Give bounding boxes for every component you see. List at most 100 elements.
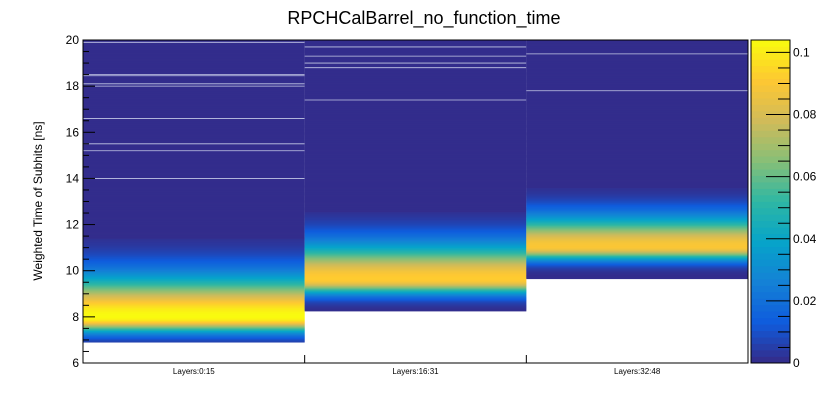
heatmap-cell [83,230,305,232]
heatmap-cell [304,294,527,297]
heatmap-cell [304,126,527,128]
heatmap-cell [83,46,305,49]
heatmap-cell [304,127,527,130]
heatmap-cell [526,152,748,155]
heatmap-cell [83,218,305,221]
heatmap-cell [83,133,305,135]
heatmap-cell [526,141,748,143]
heatmap-cell [83,232,305,235]
color-scale-band [751,168,790,176]
heatmap-cell [83,210,305,213]
heatmap-cell [83,279,305,282]
x-axis: Layers:0:15 Layers:16:31 Layers:32:48 [82,355,749,376]
heatmap-cell [83,118,305,120]
heatmap-cell [526,50,748,52]
heatmap-cell [304,107,527,110]
heatmap-cell [304,231,527,233]
heatmap-cell [304,211,527,214]
heatmap-cell [526,65,748,67]
heatmap-cell [304,220,527,223]
heatmap-cell [83,43,305,45]
heatmap-cell [83,141,305,143]
heatmap-cell [83,55,305,58]
heatmap-cell [83,193,305,195]
heatmap-cell [83,291,305,293]
heatmap-cell [526,77,748,80]
heatmap-cell [304,159,527,162]
heatmap-cell [83,293,305,296]
heatmap-cell [526,180,748,183]
heatmap-cell [526,61,748,64]
heatmap-cell [304,234,527,237]
heatmap-cell [304,242,527,245]
heatmap-cell [526,217,748,220]
heatmap-cell [83,165,305,168]
heatmap-cell [526,208,748,210]
heatmap-cell [304,43,527,45]
heatmap-cell [526,271,748,274]
color-scale-band [751,104,790,112]
heatmap-cell [526,219,748,222]
heatmap-cell [304,161,527,164]
heatmap-cell [304,110,527,112]
heatmap-cell [83,126,305,128]
heatmap-cell [304,120,527,123]
heatmap-cell [83,140,305,142]
heatmap-cell [526,99,748,102]
heatmap-cell [526,142,748,145]
heatmap-cell [304,226,527,229]
heatmap-cell [83,333,305,336]
color-scale-label: 0.04 [793,232,817,246]
y-tick-label: 6 [72,356,79,370]
heatmap-cell [83,50,305,52]
heatmap-cell [304,135,527,138]
heatmap-cell [83,197,305,200]
heatmap-cell [83,161,305,164]
heatmap-cell [83,310,305,313]
heatmap-cell [304,119,527,122]
heatmap-cell [304,80,527,82]
heatmap-cell [526,78,748,81]
heatmap-cell [526,275,748,277]
heatmap-cell [83,157,305,160]
heatmap-cell [526,120,748,123]
heatmap-cell [83,54,305,57]
heatmap-cell [304,75,527,78]
heatmap-cell [526,76,748,79]
heatmap-cell [83,152,305,155]
heatmap-cell [304,157,527,160]
heatmap-cell [526,150,748,153]
heatmap-cell [304,149,527,152]
heatmap-cell [304,276,527,278]
heatmap-cell [304,115,527,118]
heatmap-cell [83,216,305,218]
heatmap-cell [304,133,527,135]
heatmap-cell [304,104,527,107]
heatmap-cell [304,263,527,266]
heatmap-cell [83,100,305,103]
heatmap-cell [526,158,748,161]
heatmap-cell [83,63,305,66]
x-tick-label: Layers:0:15 [173,367,215,376]
color-scale-band [751,356,790,364]
heatmap-cell [304,265,527,268]
heatmap-cell [304,152,527,155]
color-scale-band [751,91,790,99]
heatmap-cell [526,272,748,275]
heatmap-cell [304,178,527,180]
heatmap-cell [83,238,305,240]
heatmap-cell [304,295,527,298]
heatmap-cell [83,337,305,340]
heatmap-cell [83,119,305,122]
heatmap-cell [83,159,305,162]
heatmap-cell [526,127,748,130]
heatmap-cell [83,338,305,341]
heatmap-cell [304,52,527,55]
heatmap-cell [83,180,305,183]
heatmap-cell [83,76,305,79]
heatmap-cell [304,271,527,274]
heatmap-cell [83,62,305,65]
heatmap-cell [83,106,305,109]
heatmap-cell [526,227,748,230]
heatmap-cell [83,325,305,328]
